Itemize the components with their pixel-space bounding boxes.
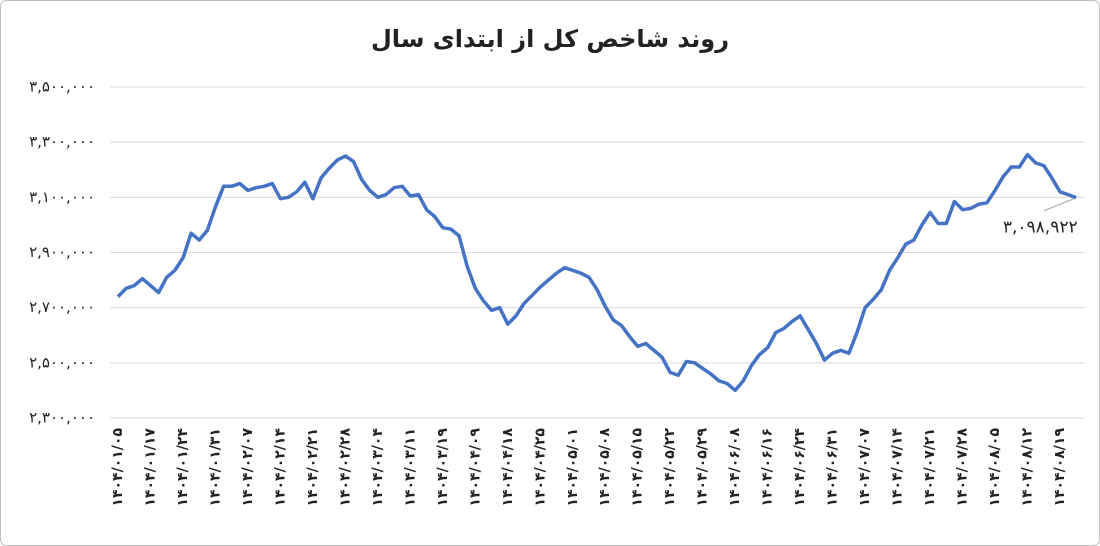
- x-tick-label: ۱۴۰۴/۰۲/۰۷: [240, 428, 256, 507]
- data-label: ۳,۰۹۸,۹۲۲: [1003, 218, 1078, 238]
- x-tick-label: ۱۴۰۴/۰۷/۱۴: [890, 428, 906, 507]
- x-tick-label: ۱۴۰۴/۰۷/۲۸: [955, 428, 971, 507]
- x-tick-label: ۱۴۰۴/۰۱/۳۱: [207, 428, 223, 507]
- y-tick-label: ۳,۵۰۰,۰۰۰: [29, 78, 95, 96]
- x-tick-label: ۱۴۰۴/۰۷/۲۱: [922, 428, 938, 507]
- x-tick-label: ۱۴۰۴/۰۶/۱۶: [760, 428, 776, 507]
- x-tick-label: ۱۴۰۴/۰۱/۱۷: [142, 428, 158, 507]
- x-tick-label: ۱۴۰۴/۰۷/۰۷: [857, 428, 873, 507]
- x-tick-label: ۱۴۰۴/۰۵/۲۹: [695, 428, 711, 507]
- x-tick-label: ۱۴۰۴/۰۳/۰۴: [370, 428, 386, 507]
- x-tick-label: ۱۴۰۴/۰۳/۱۱: [402, 428, 418, 507]
- x-tick-label: ۱۴۰۴/۰۶/۲۴: [792, 428, 808, 507]
- x-tick-label: ۱۴۰۴/۰۶/۳۱: [825, 428, 841, 507]
- x-tick-label: ۱۴۰۴/۰۵/۰۱: [565, 428, 581, 507]
- x-tick-label: ۱۴۰۴/۰۵/۱۵: [630, 428, 646, 507]
- y-tick-label: ۲,۹۰۰,۰۰۰: [29, 243, 95, 261]
- x-tick-label: ۱۴۰۴/۰۵/۰۸: [597, 428, 613, 507]
- x-tick-label: ۱۴۰۴/۰۶/۰۸: [727, 428, 743, 507]
- y-tick-label: ۳,۳۰۰,۰۰۰: [29, 133, 95, 151]
- y-tick-label: ۳,۱۰۰,۰۰۰: [29, 188, 95, 206]
- y-tick-label: ۲,۷۰۰,۰۰۰: [29, 298, 95, 316]
- x-tick-label: ۱۴۰۴/۰۸/۱۹: [1052, 428, 1068, 507]
- x-tick-label: ۱۴۰۴/۰۲/۲۱: [305, 428, 321, 507]
- x-tick-label: ۱۴۰۴/۰۴/۰۹: [467, 428, 483, 507]
- series-line: [116, 152, 1077, 393]
- x-tick-label: ۱۴۰۴/۰۱/۲۴: [175, 428, 191, 507]
- x-tick-label: ۱۴۰۴/۰۳/۱۹: [435, 428, 451, 507]
- x-tick-label: ۱۴۰۴/۰۴/۲۵: [532, 428, 548, 507]
- leader-line: [1044, 198, 1075, 212]
- x-tick-label: ۱۴۰۴/۰۲/۲۸: [337, 428, 353, 507]
- chart-title: روند شاخص کل از ابتدای سال: [371, 25, 729, 53]
- y-tick-label: ۲,۳۰۰,۰۰۰: [29, 409, 95, 427]
- x-tick-label: ۱۴۰۴/۰۱/۰۵: [110, 428, 126, 507]
- x-tick-label: ۱۴۰۴/۰۲/۱۴: [272, 428, 288, 507]
- y-tick-label: ۲,۵۰۰,۰۰۰: [29, 353, 95, 371]
- x-tick-label: ۱۴۰۴/۰۸/۰۵: [987, 428, 1003, 507]
- x-tick-label: ۱۴۰۴/۰۸/۱۲: [1020, 428, 1036, 507]
- x-tick-label: ۱۴۰۴/۰۵/۲۲: [662, 428, 678, 507]
- x-tick-label: ۱۴۰۴/۰۴/۱۸: [500, 428, 516, 507]
